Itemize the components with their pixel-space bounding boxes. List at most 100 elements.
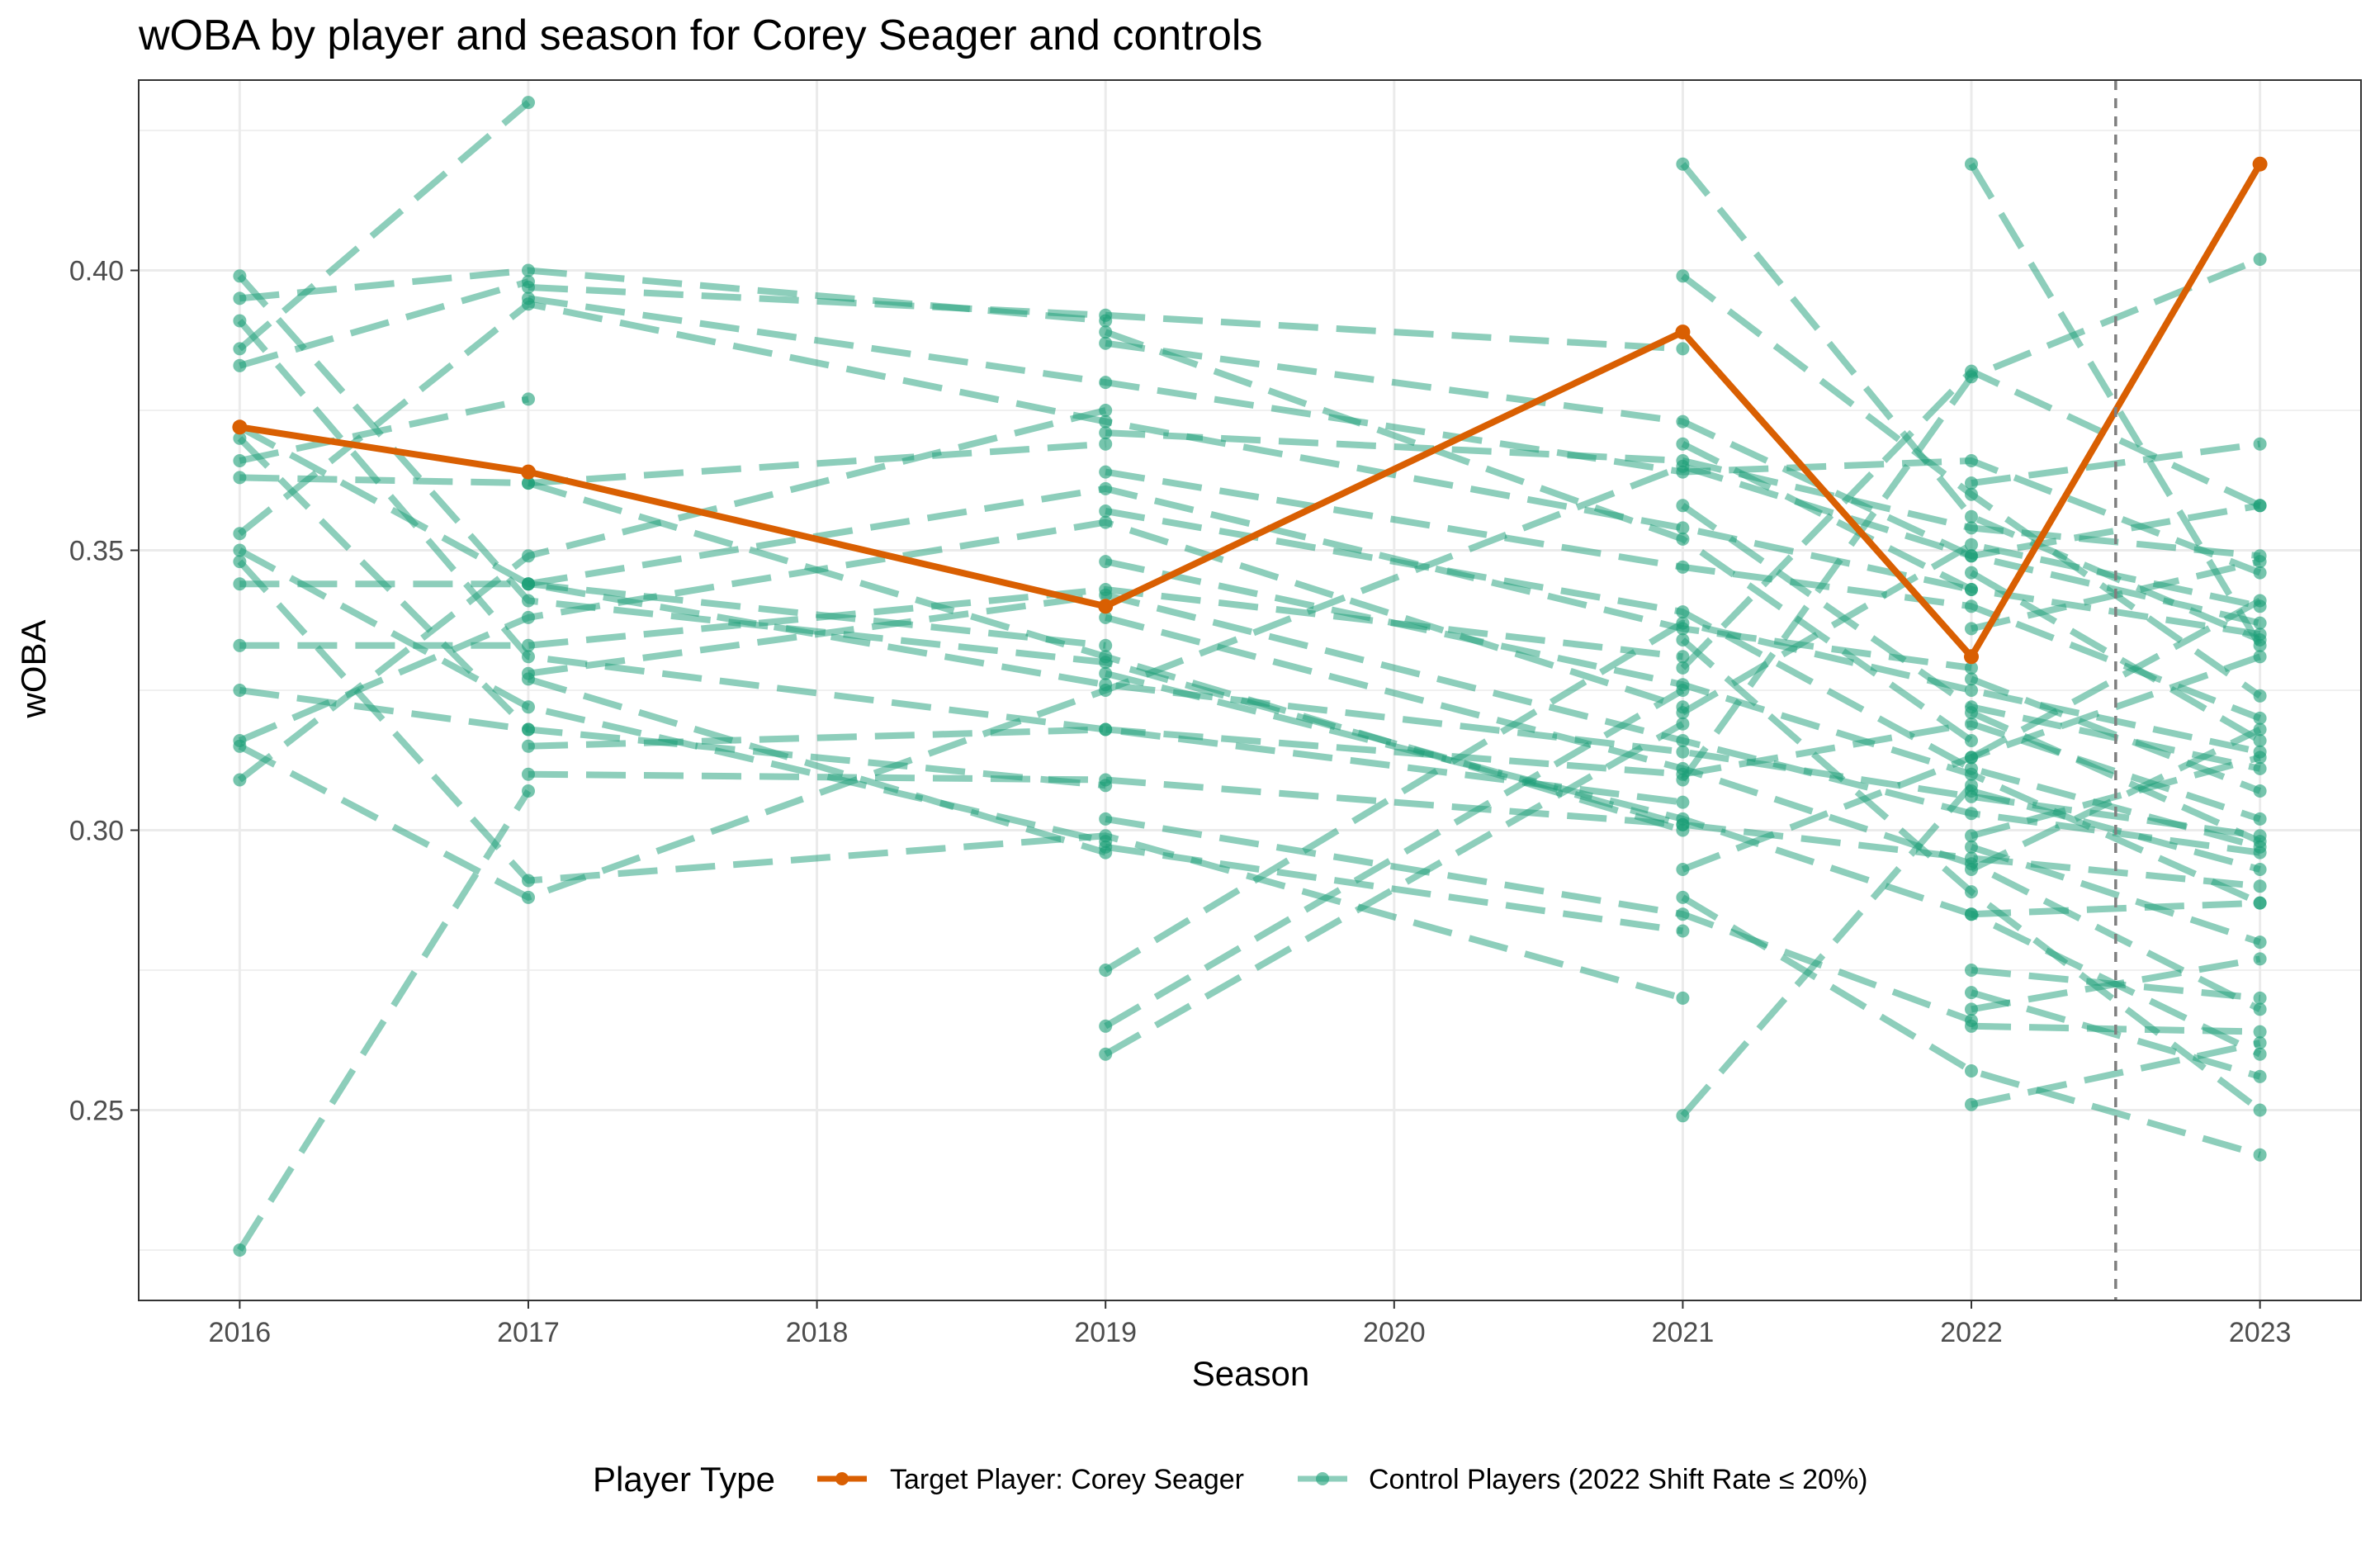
data-point-control <box>1099 426 1113 440</box>
series-line-control <box>1968 162 2264 647</box>
data-point-control <box>1676 812 1690 826</box>
data-point-control <box>522 638 535 652</box>
data-point-control <box>1099 964 1113 977</box>
data-point-control <box>1099 465 1113 479</box>
data-point-control <box>1676 1109 1690 1123</box>
data-point-control <box>1676 437 1690 451</box>
data-point-control <box>233 314 247 328</box>
data-point-control <box>1965 807 1978 821</box>
data-point-control <box>1965 751 1978 765</box>
target-series-layer <box>232 156 2268 665</box>
chart-title: wOBA by player and season for Corey Seag… <box>138 12 1262 59</box>
data-point-control <box>1676 499 1690 513</box>
data-point-control <box>2253 952 2267 966</box>
data-point-control <box>1676 863 1690 876</box>
data-point-control <box>1965 538 1978 552</box>
data-point-control <box>522 263 535 277</box>
data-point-control <box>1965 454 1978 467</box>
data-point-control <box>2253 991 2267 1005</box>
data-point-control <box>2253 734 2267 747</box>
data-point-control <box>2253 1103 2267 1117</box>
data-point-control <box>1676 795 1690 809</box>
data-point-control <box>1099 404 1113 417</box>
data-point-control <box>1099 638 1113 652</box>
data-point-control <box>1099 684 1113 697</box>
data-point-control <box>2253 835 2267 849</box>
data-point-control <box>2253 896 2267 910</box>
data-point-control <box>1965 1019 1978 1033</box>
data-point-control <box>522 650 535 664</box>
data-point-control <box>1099 504 1113 518</box>
data-point-control <box>1099 437 1113 451</box>
data-point-control <box>2253 1002 2267 1016</box>
data-point-control <box>1676 532 1690 546</box>
data-point-control <box>2253 751 2267 765</box>
data-point-control <box>1965 684 1978 697</box>
data-point-control <box>233 555 247 569</box>
data-point-control <box>1099 336 1113 350</box>
x-axis-ticks: 2016 2017 2018 2019 2020 2021 2022 2023 <box>209 1300 2292 1348</box>
data-point-control <box>1676 521 1690 535</box>
y-axis-title: wOBA <box>14 619 53 718</box>
series-line-control <box>528 770 1683 828</box>
data-point-control <box>1099 588 1113 602</box>
data-point-control <box>1676 706 1690 720</box>
series-line-control <box>1971 1040 2261 1108</box>
y-axis-ticks: 0.25 0.30 0.35 0.40 <box>69 256 139 1126</box>
data-point-control <box>1099 308 1113 322</box>
data-point-control <box>1099 1019 1113 1033</box>
series-line-control <box>239 580 1106 649</box>
data-point-control <box>2253 566 2267 580</box>
series-line-control <box>237 559 1684 1002</box>
data-point-control <box>522 476 535 490</box>
legend: Player Type Target Player: Corey Seager … <box>593 1460 1868 1499</box>
data-point-control <box>1099 840 1113 854</box>
data-point-control <box>1099 610 1113 624</box>
data-point-control <box>1099 666 1113 680</box>
data-point-control <box>1965 706 1978 720</box>
x-tick-label: 2019 <box>1074 1317 1137 1348</box>
data-point-control <box>1965 829 1978 843</box>
data-point-control <box>1676 157 1690 171</box>
series-line-control <box>1105 843 1683 935</box>
data-point-control <box>1965 509 1978 523</box>
data-point-control <box>1099 650 1113 664</box>
data-point-control <box>522 392 535 406</box>
data-point-control <box>1965 487 1978 501</box>
data-point-control <box>2253 1025 2267 1039</box>
data-point-control <box>1965 734 1978 747</box>
data-point-control <box>1099 829 1113 843</box>
plot-panel-border <box>138 79 2362 1301</box>
x-tick-label: 2021 <box>1652 1317 1715 1348</box>
y-tick-label: 0.35 <box>69 536 124 567</box>
data-point-control <box>1676 890 1690 904</box>
data-point-control <box>2253 879 2267 893</box>
x-tick-label: 2022 <box>1940 1317 2003 1348</box>
data-point-control <box>1965 476 1978 490</box>
data-point-control <box>2253 253 2267 266</box>
data-point-control <box>522 672 535 686</box>
series-line-control <box>1680 162 2262 643</box>
data-point-control <box>233 1243 247 1257</box>
data-point-control <box>2253 1148 2267 1162</box>
data-point-control <box>233 471 247 485</box>
series-line-control <box>1970 709 2262 845</box>
data-point-control <box>233 543 247 557</box>
series-line-control <box>237 273 2260 890</box>
data-point-control <box>522 739 535 753</box>
series-line-control <box>1105 468 2262 722</box>
data-point-control <box>1965 549 1978 563</box>
data-point-control <box>1965 661 1978 675</box>
data-point-control <box>1099 515 1113 529</box>
legend-label-control: Control Players (2022 Shift Rate ≤ 20%) <box>1369 1464 1868 1495</box>
series-line-control <box>1970 726 2262 873</box>
data-point-control <box>1676 907 1690 921</box>
x-tick-label: 2016 <box>209 1317 272 1348</box>
data-point-control <box>1965 964 1978 977</box>
x-tick-label: 2023 <box>2229 1317 2292 1348</box>
data-point-control <box>1676 605 1690 619</box>
data-point-control <box>522 549 535 563</box>
data-point-control <box>2253 812 2267 826</box>
data-point-control <box>522 577 535 591</box>
